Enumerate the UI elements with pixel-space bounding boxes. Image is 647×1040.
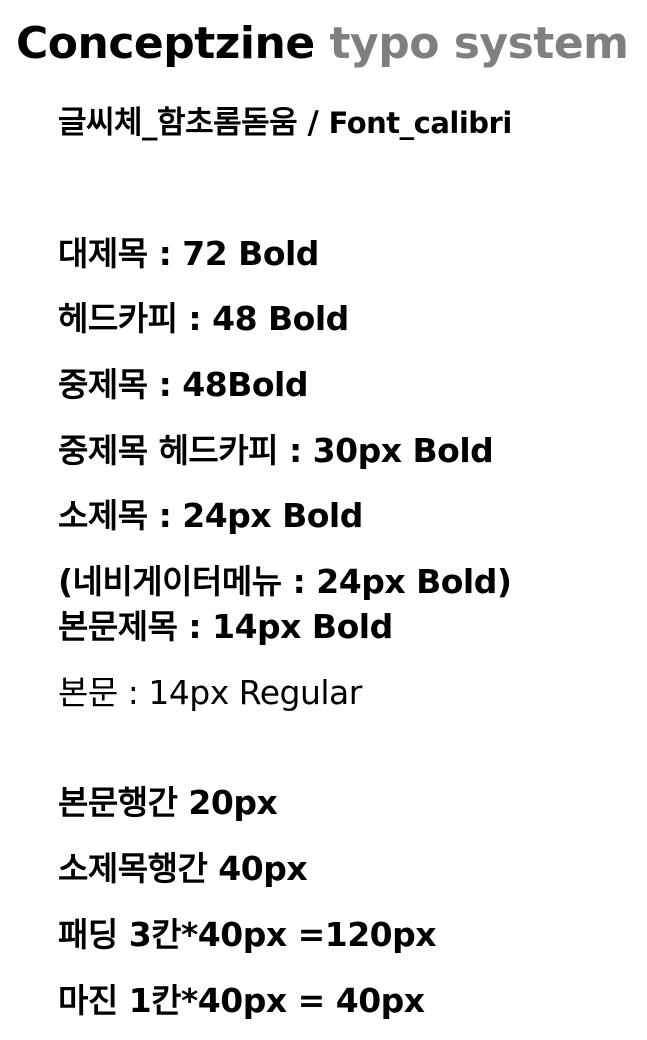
page-title: Conceptzine typo system xyxy=(16,14,629,74)
spacing-padding: 패딩 3칸*40px =120px xyxy=(58,915,437,954)
spec-title-medium-headcopy: 중제목 헤드카피 : 30px Bold xyxy=(58,431,494,470)
title-primary: Conceptzine xyxy=(16,18,315,69)
spec-title-medium: 중제목 : 48Bold xyxy=(58,365,308,404)
font-latin: Font_calibri xyxy=(328,106,513,140)
spec-navigator-menu: (네비게이터메뉴 : 24px Bold) xyxy=(58,562,512,601)
font-spec-line: 글씨체_함초롬돋움 / Font_calibri xyxy=(58,101,512,145)
font-korean: 글씨체_함초롬돋움 / xyxy=(58,105,329,141)
spec-body-text: 본문 : 14px Regular xyxy=(58,673,362,712)
spacing-subtitle-line-height: 소제목행간 40px xyxy=(58,849,308,888)
spacing-body-line-height: 본문행간 20px xyxy=(58,783,278,822)
spec-head-copy: 헤드카피 : 48 Bold xyxy=(58,299,349,338)
spec-body-title: 본문제목 : 14px Bold xyxy=(58,607,393,646)
spec-title-large: 대제목 : 72 Bold xyxy=(58,234,319,273)
spec-title-small: 소제목 : 24px Bold xyxy=(58,496,363,535)
spacing-margin: 마진 1칸*40px = 40px xyxy=(58,981,425,1020)
title-secondary: typo system xyxy=(329,18,629,69)
